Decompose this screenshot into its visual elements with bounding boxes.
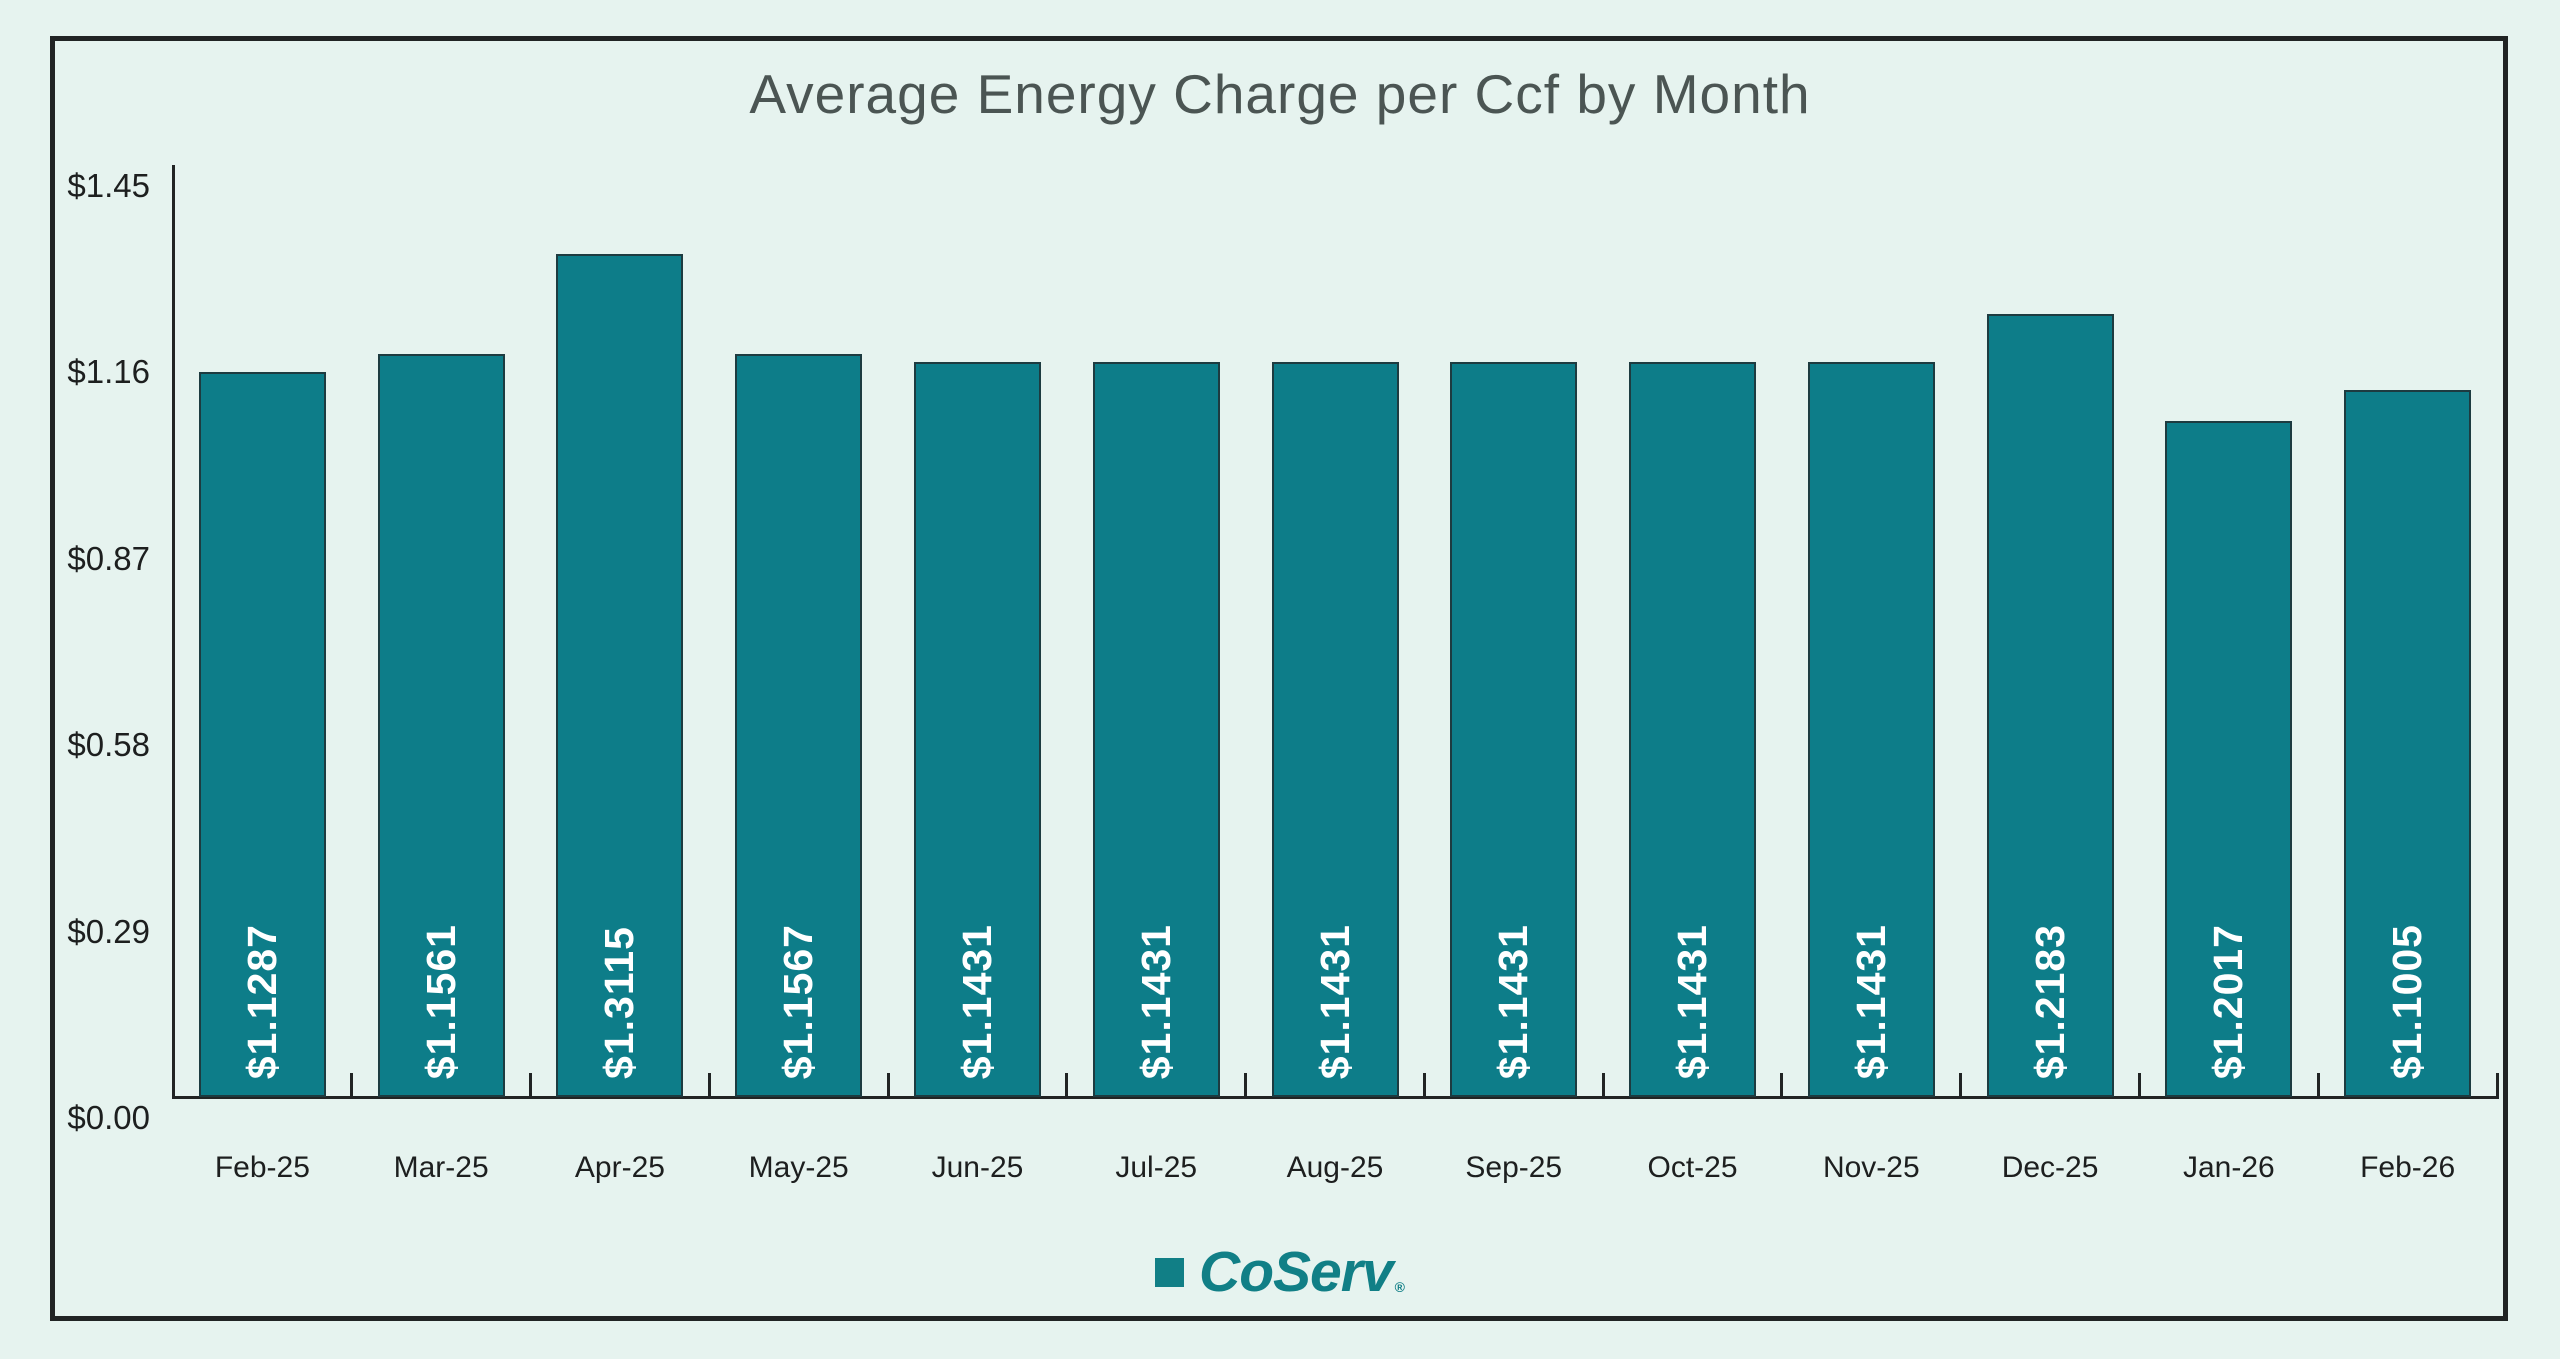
coserv-logo: CoServ ® <box>0 1244 2560 1301</box>
bar-value-label: $1.2183 <box>2026 923 2073 1079</box>
x-axis-label-Jan-26: Jan-26 <box>2182 1151 2275 1184</box>
x-axis-tick <box>2316 1073 2320 1097</box>
bar-May-25: $1.1567 <box>735 353 863 1097</box>
chart-frame <box>50 36 2508 1321</box>
x-axis-tick <box>350 1073 354 1097</box>
bar-Jul-25: $1.1431 <box>1092 362 1220 1097</box>
x-axis-tick <box>707 1073 711 1097</box>
x-axis-tick <box>1780 1073 1784 1097</box>
bar-Apr-25: $1.3115 <box>556 254 684 1097</box>
bar-value-label: $1.1431 <box>1132 923 1179 1079</box>
bar-value-label: $1.1287 <box>238 923 285 1079</box>
bar-Feb-26: $1.1005 <box>2344 389 2472 1097</box>
bar-Jun-25: $1.1431 <box>913 362 1041 1097</box>
x-axis-tick <box>1601 1073 1605 1097</box>
bar-Aug-25: $1.1431 <box>1271 362 1399 1097</box>
x-axis <box>171 1095 2499 1099</box>
bar-Dec-25: $1.2183 <box>1986 313 2114 1097</box>
bar-Oct-25: $1.1431 <box>1629 362 1757 1097</box>
bar-value-label: $1.1431 <box>1490 923 1537 1079</box>
x-axis-label-Mar-25: Mar-25 <box>393 1151 489 1184</box>
bar-Feb-25: $1.1287 <box>198 371 326 1097</box>
x-axis-tick <box>1244 1073 1248 1097</box>
bar-value-label: $1.1431 <box>1669 923 1716 1079</box>
y-axis-tick-label: $0.58 <box>67 726 150 764</box>
bar-value-label: $1.1561 <box>417 923 464 1079</box>
x-axis-label-May-25: May-25 <box>748 1151 849 1184</box>
bar-Nov-25: $1.1431 <box>1807 362 1935 1097</box>
x-axis-tick <box>2137 1073 2141 1097</box>
x-axis-label-Feb-25: Feb-25 <box>214 1151 310 1184</box>
x-axis-label-Feb-26: Feb-26 <box>2360 1151 2456 1184</box>
x-axis-label-Aug-25: Aug-25 <box>1286 1151 1384 1184</box>
x-axis-label-Apr-25: Apr-25 <box>574 1151 665 1184</box>
y-axis <box>171 165 175 1097</box>
y-axis-tick-label: $0.87 <box>67 539 150 577</box>
x-axis-label-Dec-25: Dec-25 <box>2001 1151 2099 1184</box>
bar-value-label: $1.1005 <box>2384 923 2431 1079</box>
x-axis-label-Nov-25: Nov-25 <box>1822 1151 1920 1184</box>
bar-value-label: $1.1431 <box>953 923 1000 1079</box>
logo-wordmark: CoServ <box>1199 1240 1394 1304</box>
x-axis-tick <box>1065 1073 1069 1097</box>
y-axis-tick-label: $1.45 <box>67 167 150 204</box>
y-axis-tick-label: $0.00 <box>67 1099 150 1136</box>
x-axis-label-Jun-25: Jun-25 <box>931 1151 1024 1184</box>
bar-value-label: $1.1431 <box>1847 923 1894 1079</box>
y-axis-tick-label: $1.16 <box>67 353 150 391</box>
x-axis-tick <box>1422 1073 1426 1097</box>
y-axis-tick-label: $0.29 <box>67 912 150 950</box>
bar-Mar-25: $1.1561 <box>377 353 505 1097</box>
bar-value-label: $1.1567 <box>775 923 822 1079</box>
x-axis-label-Jul-25: Jul-25 <box>1115 1151 1198 1184</box>
logo-square-icon <box>1155 1258 1185 1287</box>
bar-Sep-25: $1.1431 <box>1450 362 1578 1097</box>
chart-title: Average Energy Charge per Ccf by Month <box>749 63 1811 125</box>
x-axis-tick <box>886 1073 890 1097</box>
registered-trademark-icon: ® <box>1394 1279 1405 1295</box>
x-axis-tick <box>1959 1073 1963 1097</box>
bar-value-label: $1.3115 <box>596 926 643 1079</box>
bar-Jan-26: $1.2017 <box>2165 421 2293 1097</box>
bar-value-label: $1.1431 <box>1311 923 1358 1079</box>
x-axis-label-Sep-25: Sep-25 <box>1465 1151 1563 1184</box>
x-axis-tick <box>529 1073 533 1097</box>
x-axis-tick <box>2495 1073 2499 1097</box>
bar-value-label: $1.2017 <box>2205 923 2252 1079</box>
x-axis-label-Oct-25: Oct-25 <box>1647 1151 1738 1184</box>
